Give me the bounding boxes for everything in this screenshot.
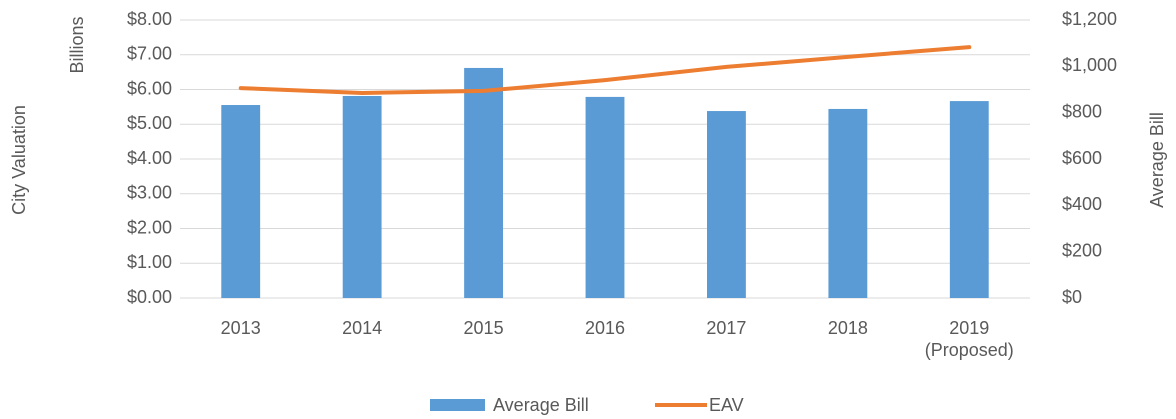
y-tick-label: $5.00 xyxy=(127,113,172,133)
y-axis-unit: Billions xyxy=(67,16,87,73)
y-tick-label: $3.00 xyxy=(127,183,172,203)
y-tick-label: $0.00 xyxy=(127,287,172,307)
y2-tick-label: $0 xyxy=(1062,287,1082,307)
y2-tick-label: $400 xyxy=(1062,194,1102,214)
x-tick-label: 2017 xyxy=(706,318,747,338)
y2-tick-label: $1,200 xyxy=(1062,9,1117,29)
y2-tick-label: $1,000 xyxy=(1062,55,1117,75)
y-tick-label: $4.00 xyxy=(127,148,172,168)
x-tick-label: 2019 (Proposed) xyxy=(924,318,1014,360)
line xyxy=(238,45,972,95)
bar xyxy=(221,105,261,298)
y-tick-label: $8.00 xyxy=(127,9,172,29)
legend-swatch xyxy=(430,399,485,411)
bar xyxy=(342,95,382,298)
y-tick-label: $2.00 xyxy=(127,217,172,237)
y-axis-title: City Valuation xyxy=(9,105,29,215)
legend-label: Average Bill xyxy=(493,395,589,415)
bar xyxy=(707,111,746,298)
bar xyxy=(464,67,503,298)
bar xyxy=(585,96,625,298)
x-tick-label: 2016 xyxy=(584,318,626,338)
bar xyxy=(828,108,868,299)
y2-tick-label: $600 xyxy=(1062,148,1102,168)
y-tick-label: $6.00 xyxy=(127,78,172,98)
y-tick-label: $7.00 xyxy=(127,44,172,64)
y2-tick-label: $800 xyxy=(1062,101,1102,121)
x-tick-label: 2015 xyxy=(463,318,504,338)
y2-axis-title: Average Bill xyxy=(1147,112,1167,208)
bar xyxy=(949,101,989,298)
x-tick-label: 2014 xyxy=(342,318,383,338)
y2-tick-label: $200 xyxy=(1062,240,1102,260)
x-tick-label: 2013 xyxy=(220,318,261,338)
legend-label: EAV xyxy=(709,395,744,415)
x-tick-label: 2018 xyxy=(827,318,868,338)
y-tick-label: $1.00 xyxy=(127,252,172,272)
